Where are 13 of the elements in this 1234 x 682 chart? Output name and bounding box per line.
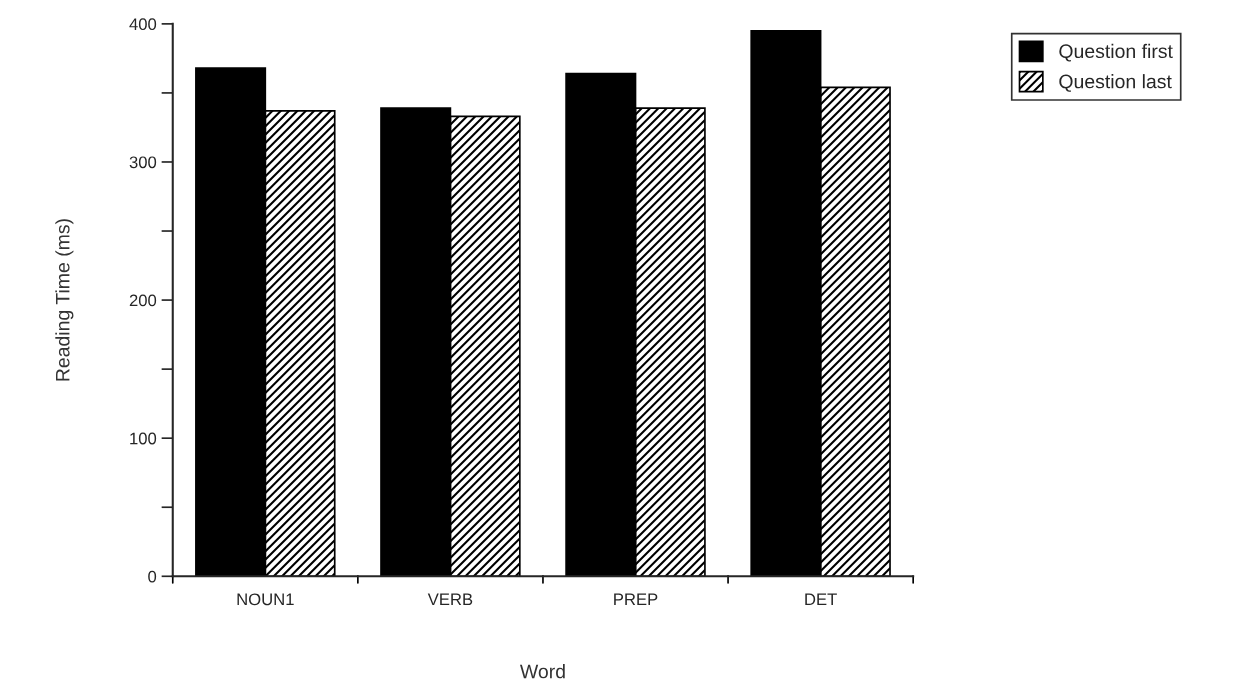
y-tick-label: 0: [148, 570, 157, 583]
y-tick-label: 100: [130, 432, 157, 445]
x-tick-label: NOUN1: [237, 593, 294, 606]
x-tick-label: VERB: [427, 593, 473, 606]
y-axis-title: Reading Time (ms): [55, 219, 74, 381]
x-tick-label: PREP: [614, 593, 658, 606]
legend-label: Question last: [1059, 74, 1172, 92]
y-tick-label: 400: [129, 18, 157, 31]
y-tick-label: 300: [129, 156, 157, 169]
x-axis-title: Word: [519, 664, 565, 679]
legend-label: Question first: [1059, 43, 1173, 62]
x-tick-label: DET: [805, 593, 837, 606]
y-tick-label: 200: [129, 294, 157, 307]
